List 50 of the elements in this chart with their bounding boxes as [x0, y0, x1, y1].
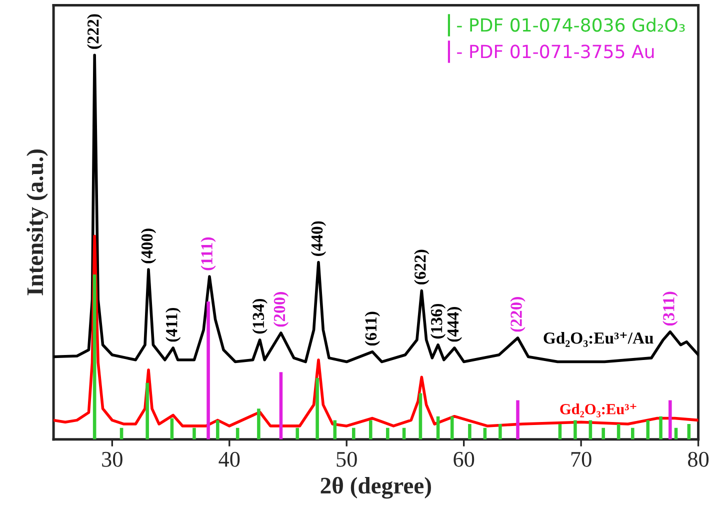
bar [279, 372, 283, 440]
bar [646, 420, 650, 440]
annotation: (220) [510, 297, 526, 332]
bar [659, 416, 662, 440]
bar [498, 424, 502, 440]
bar [468, 424, 472, 440]
series-label: Gd₂O₃:Eu³⁺/Au [544, 332, 654, 347]
x-tick-label: 50 [336, 452, 357, 467]
annotation: (134) [252, 298, 268, 334]
bar [602, 428, 605, 440]
bar [574, 420, 577, 440]
bar [668, 400, 672, 440]
bar [369, 420, 372, 440]
bar [316, 378, 319, 440]
bar [216, 420, 220, 440]
annotation: (440) [310, 221, 326, 256]
bar [257, 408, 260, 440]
x-tick-label: 40 [218, 452, 240, 467]
bar [386, 428, 390, 440]
annotation: (622) [414, 250, 430, 284]
annotation: (111) [200, 237, 216, 270]
bar [418, 393, 422, 440]
y-axis-title: Intensity (a.u.) [26, 150, 48, 296]
bar [352, 428, 356, 440]
x-tick-label: 80 [688, 452, 709, 467]
bar [92, 274, 96, 440]
bar [516, 400, 520, 440]
annotation: (400) [140, 228, 156, 264]
annotation: (222) [87, 14, 102, 49]
bar [450, 416, 454, 440]
annotation: (444) [446, 307, 462, 342]
annotation: (200) [273, 292, 289, 327]
legend-label: - PDF 01-071-3755 Au [457, 44, 654, 58]
annotation: (136) [430, 304, 446, 339]
legend-label: - PDF 01-074-8036 Gd₂O₃ [457, 18, 685, 32]
bar [296, 428, 300, 440]
x-axis-title: 2θ (degree) [320, 476, 431, 499]
annotation: (411) [166, 308, 181, 342]
x-tick-label: 30 [102, 452, 122, 467]
annotation: (611) [364, 312, 380, 346]
bar [192, 428, 196, 440]
bar [146, 382, 149, 440]
bar [631, 428, 634, 440]
bar [206, 301, 210, 440]
series-label: Gd₂O₃:Eu³⁺ [560, 404, 636, 418]
annotation: (311) [662, 292, 678, 326]
bar [333, 420, 337, 440]
x-tick-label: 60 [454, 452, 474, 467]
bar [588, 420, 592, 440]
x-tick-label: 70 [571, 452, 592, 467]
